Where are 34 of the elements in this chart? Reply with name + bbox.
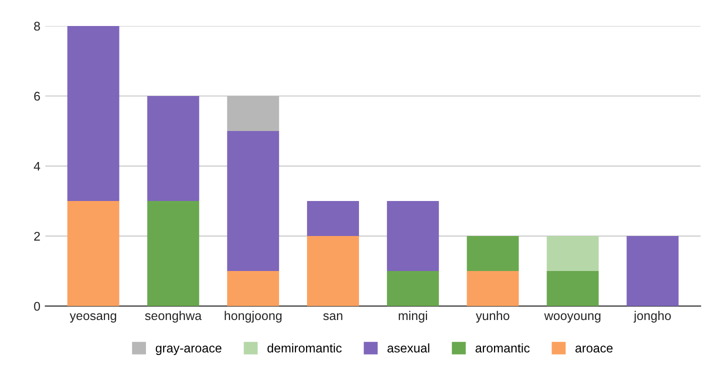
legend-label: aroace [575,346,613,353]
bar [67,26,120,202]
x-tick-label: hongjoong [224,310,282,323]
legend-label: asexual [388,343,430,353]
x-tick-label: yunho [476,310,510,323]
bar [626,236,679,306]
bar [386,201,439,272]
bar [147,96,200,202]
bar [546,271,599,306]
y-tick-label: 2 [34,232,40,241]
y-tick-label: 4 [34,162,40,171]
bar [307,236,359,306]
x-tick-label: yeosang [70,313,116,323]
bar [227,271,280,306]
y-tick-label: 8 [34,22,40,31]
x-tick-label: san [323,313,342,320]
bar [227,96,280,132]
bar [546,236,599,272]
bar [307,201,359,236]
legend-label: aromantic [476,343,530,353]
bar [227,131,280,272]
bar [386,271,439,306]
bar [466,236,519,272]
x-tick-label: jongho [634,310,671,323]
legend-label: demiromantic [267,343,342,353]
y-tick-label: 6 [34,92,40,101]
y-tick-label: 0 [34,302,40,311]
x-tick-label: wooyoung [544,313,600,323]
legend-label: gray-aroace [156,346,222,356]
bar [147,201,200,306]
bar [466,271,519,306]
x-tick-label: seonghwa [145,310,202,323]
bar [67,201,120,306]
x-tick-label: mingi [398,310,428,323]
